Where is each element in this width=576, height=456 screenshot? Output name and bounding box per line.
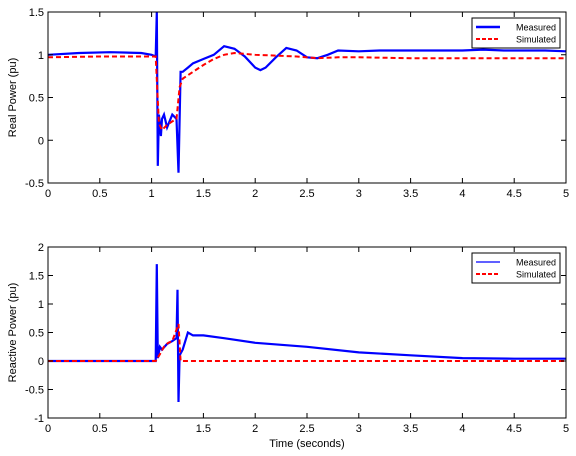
legend-label-simulated: Simulated	[516, 35, 556, 45]
y-tick-label: -0.5	[25, 178, 44, 190]
x-tick-label: 5	[563, 423, 569, 435]
y-tick-label: 1.5	[29, 271, 44, 283]
y-tick-label: 2	[38, 242, 44, 254]
legend-box	[471, 17, 561, 49]
legend-box	[471, 252, 561, 284]
legend: Measured Simulated	[471, 252, 561, 284]
y-axis-label: Reactive Power (pu)	[7, 283, 19, 383]
x-tick-label: 2	[252, 188, 258, 200]
x-tick-label: 1.5	[196, 188, 211, 200]
x-tick-label: 1.5	[196, 423, 211, 435]
x-tick-label: 3.5	[403, 188, 418, 200]
x-tick-label: 4	[459, 423, 465, 435]
x-tick-label: 4.5	[507, 423, 522, 435]
legend: Measured Simulated	[471, 17, 561, 49]
y-tick-label: 0	[38, 135, 44, 147]
x-tick-label: 1	[149, 188, 155, 200]
x-tick-label: 2.5	[299, 423, 314, 435]
x-tick-label: 2.5	[299, 188, 314, 200]
y-tick-label: 0.5	[29, 93, 44, 105]
chart-panel-2: 0 0.5 1 1.5 2 2.5 3 3.5 4 4.5 5 -1 -0.5 0 0.5 1 1.5 2 Reac…	[7, 242, 569, 450]
x-tick-label: 3.5	[403, 423, 418, 435]
x-tick-label: 0.5	[92, 188, 107, 200]
legend-label-simulated: Simulated	[516, 270, 556, 280]
y-tick-label: 1	[38, 50, 44, 62]
series-line-simulated	[48, 323, 566, 362]
y-tick-label: 0	[38, 356, 44, 368]
series-line-measured	[48, 12, 566, 173]
x-tick-label: 5	[563, 188, 569, 200]
y-axis-label: Real Power (pu)	[7, 58, 19, 137]
x-tick-label: 1	[149, 423, 155, 435]
x-tick-label: 0	[45, 423, 51, 435]
series-line-measured	[48, 264, 566, 403]
y-tick-label: -1	[34, 413, 44, 425]
y-tick-label: -0.5	[25, 385, 44, 397]
y-tick-label: 0.5	[29, 328, 44, 340]
x-axis-label: Time (seconds)	[269, 438, 344, 450]
x-tick-label: 0.5	[92, 423, 107, 435]
legend-label-measured: Measured	[516, 23, 556, 33]
x-tick-label: 4	[459, 188, 465, 200]
x-tick-label: 0	[45, 188, 51, 200]
y-tick-label: 1	[38, 299, 44, 311]
x-tick-label: 3	[356, 423, 362, 435]
x-tick-label: 4.5	[507, 188, 522, 200]
x-tick-label: 3	[356, 188, 362, 200]
x-tick-label: 2	[252, 423, 258, 435]
y-tick-label: 1.5	[29, 7, 44, 19]
legend-label-measured: Measured	[516, 258, 556, 268]
series-line-simulated	[48, 51, 566, 132]
